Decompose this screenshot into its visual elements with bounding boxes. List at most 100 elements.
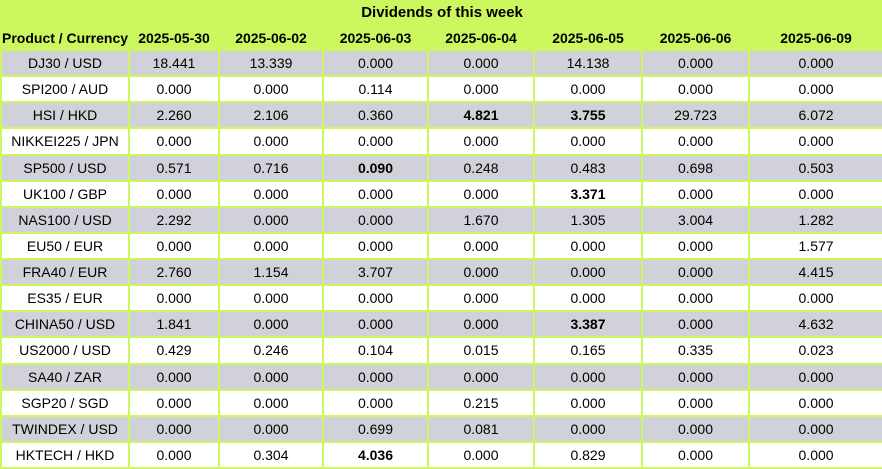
dividend-value-cell: 0.000	[218, 362, 324, 391]
dividend-value-cell: 0.000	[427, 179, 535, 208]
dividend-value-cell: 0.000	[427, 440, 535, 469]
dividend-value-cell: 0.000	[427, 257, 535, 287]
table-row: HKTECH / HKD 0.000 0.304 4.036 0.000 0.829 0.0…	[0, 440, 882, 469]
dividend-value-cell: 14.138	[533, 48, 643, 78]
row-label: CHINA50 / USD	[0, 310, 130, 339]
table-row: NAS100 / USD 2.292 0.000 0.000 1.670 1.305 3.0…	[0, 205, 882, 234]
dividend-value-cell: 1.670	[427, 205, 535, 234]
dividend-value-cell: 4.632	[747, 310, 882, 339]
dividend-value-cell: 0.000	[641, 362, 750, 391]
dividend-value-cell: 0.000	[641, 388, 750, 417]
row-label: UK100 / GBP	[0, 179, 130, 208]
dividend-value-cell: 0.000	[427, 310, 535, 339]
row-label: NAS100 / USD	[0, 205, 130, 234]
dividend-value-cell: 0.000	[427, 231, 535, 261]
dividend-value-cell: 6.072	[747, 101, 882, 130]
dividend-value-cell: 3.387	[533, 310, 643, 339]
table-row: US2000 / USD 0.429 0.246 0.104 0.015 0.165 0.3…	[0, 336, 882, 365]
dividend-value-cell: 0.000	[128, 179, 220, 208]
dividend-value-cell: 4.036	[322, 440, 429, 469]
dividend-value-cell: 0.000	[128, 127, 220, 156]
dividend-value-cell: 0.000	[533, 231, 643, 261]
dividend-value-cell: 0.000	[641, 310, 750, 339]
dividend-value-cell: 0.000	[128, 362, 220, 391]
dividend-value-cell: 0.000	[747, 127, 882, 156]
dividend-value-cell: 1.282	[747, 205, 882, 234]
dividend-value-cell: 0.000	[533, 284, 643, 313]
dividend-value-cell: 0.000	[641, 284, 750, 313]
dividend-value-cell: 0.081	[427, 414, 535, 443]
dividend-value-cell: 2.106	[218, 101, 324, 130]
dividend-value-cell: 0.000	[641, 231, 750, 261]
row-label: SP500 / USD	[0, 153, 130, 182]
dividend-value-cell: 0.000	[533, 414, 643, 443]
dividend-value-cell: 29.723	[641, 101, 750, 130]
date-column-header: 2025-06-02	[218, 24, 324, 51]
dividend-value-cell: 3.004	[641, 205, 750, 234]
dividend-value-cell: 4.415	[747, 257, 882, 287]
dividend-value-cell: 0.698	[641, 153, 750, 182]
product-currency-header: Product / Currency	[0, 24, 130, 51]
dividend-value-cell: 0.090	[322, 153, 429, 182]
dividend-value-cell: 0.000	[533, 257, 643, 287]
dividend-value-cell: 0.000	[747, 388, 882, 417]
dividend-value-cell: 4.821	[427, 101, 535, 130]
dividend-value-cell: 2.760	[128, 257, 220, 287]
table-title: Dividends of this week	[1, 0, 882, 25]
dividend-value-cell: 0.000	[427, 75, 535, 104]
dividend-value-cell: 3.371	[533, 179, 643, 208]
dividend-value-cell: 0.716	[218, 153, 324, 182]
dividend-value-cell: 0.000	[128, 284, 220, 313]
dividend-value-cell: 0.023	[747, 336, 882, 365]
row-label: US2000 / USD	[0, 336, 130, 365]
dividend-value-cell: 0.000	[641, 414, 750, 443]
row-label: NIKKEI225 / JPN	[0, 127, 130, 156]
dividend-value-cell: 0.000	[218, 179, 324, 208]
dividend-value-cell: 0.000	[641, 75, 750, 104]
dividend-value-cell: 0.114	[322, 75, 429, 104]
dividend-value-cell: 0.000	[747, 362, 882, 391]
dividend-value-cell: 0.335	[641, 336, 750, 365]
dividend-value-cell: 0.000	[641, 48, 750, 78]
dividend-value-cell: 13.339	[218, 48, 324, 78]
row-label: FRA40 / EUR	[0, 257, 130, 287]
dividend-value-cell: 0.000	[218, 205, 324, 234]
table-row: EU50 / EUR 0.000 0.000 0.000 0.000 0.000 0.000…	[0, 231, 882, 261]
dividend-value-cell: 0.503	[747, 153, 882, 182]
dividend-value-cell: 2.260	[128, 101, 220, 130]
dividend-value-cell: 0.000	[747, 414, 882, 443]
date-column-header: 2025-06-03	[322, 24, 429, 51]
dividend-value-cell: 0.000	[533, 388, 643, 417]
dividend-value-cell: 0.000	[747, 179, 882, 208]
dividend-value-cell: 0.000	[641, 440, 750, 469]
dividend-value-cell: 0.000	[128, 388, 220, 417]
dividend-value-cell: 0.215	[427, 388, 535, 417]
dividend-value-cell: 0.000	[533, 127, 643, 156]
dividend-value-cell: 0.829	[533, 440, 643, 469]
dividend-value-cell: 0.000	[128, 75, 220, 104]
dividend-value-cell: 0.000	[747, 440, 882, 469]
table-row: HSI / HKD 2.260 2.106 0.360 4.821 3.755 29.723…	[0, 101, 882, 130]
dividend-value-cell: 0.000	[427, 48, 535, 78]
dividend-value-cell: 0.000	[218, 310, 324, 339]
dividend-value-cell: 0.248	[427, 153, 535, 182]
dividend-value-cell: 3.707	[322, 257, 429, 287]
dividend-value-cell: 0.000	[747, 75, 882, 104]
dividend-value-cell: 0.000	[747, 48, 882, 78]
dividend-value-cell: 0.429	[128, 336, 220, 365]
dividend-value-cell: 0.000	[533, 75, 643, 104]
dividend-value-cell: 0.000	[322, 388, 429, 417]
dividend-value-cell: 1.577	[747, 231, 882, 261]
dividend-value-cell: 0.000	[533, 362, 643, 391]
dividend-value-cell: 0.165	[533, 336, 643, 365]
dividend-value-cell: 2.292	[128, 205, 220, 234]
dividend-value-cell: 0.483	[533, 153, 643, 182]
dividend-value-cell: 0.571	[128, 153, 220, 182]
dividend-value-cell: 0.000	[322, 127, 429, 156]
dividend-value-cell: 3.755	[533, 101, 643, 130]
row-label: EU50 / EUR	[0, 231, 130, 261]
row-label: SA40 / ZAR	[0, 362, 130, 391]
dividend-value-cell: 18.441	[128, 48, 220, 78]
row-label: TWINDEX / USD	[0, 414, 130, 443]
